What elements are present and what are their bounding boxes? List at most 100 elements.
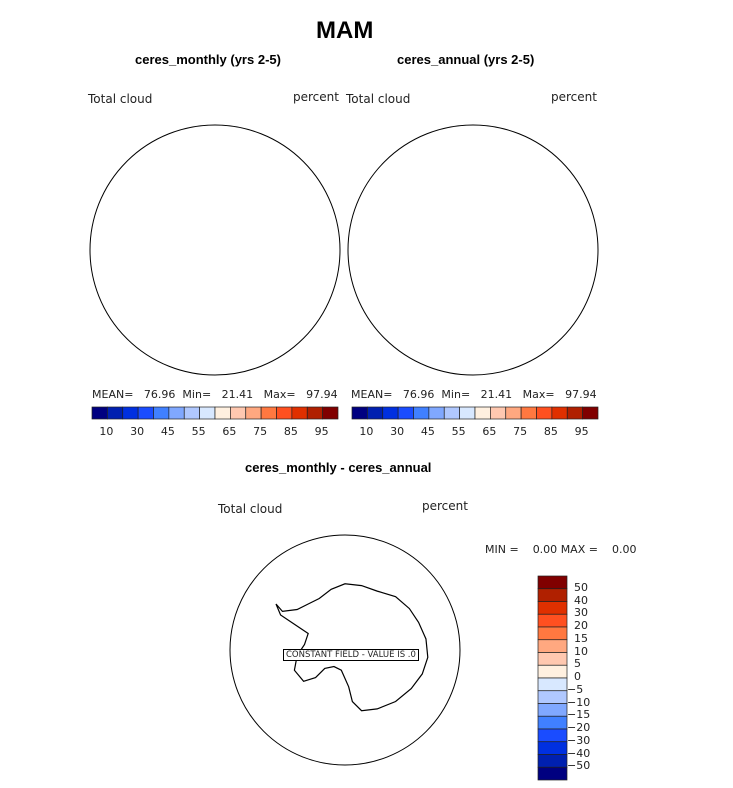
high-cloud-region: [503, 130, 568, 170]
colorbar-tick-label: 95: [314, 425, 329, 438]
mean-value: 76.96: [402, 388, 435, 401]
colorbar-bin: [91, 406, 108, 420]
colorbar-bin: [306, 406, 323, 420]
colorbar-tick-label: −50: [567, 759, 591, 773]
colorbar-bin: [537, 626, 568, 641]
low-cloud-region: [220, 217, 265, 270]
high-cloud-region: [461, 288, 475, 322]
colorbar-tick-label: 10: [359, 425, 374, 438]
lowest-cloud-region: [230, 226, 257, 260]
panel-1-map-border: [89, 124, 341, 376]
colorbar-bin: [537, 664, 568, 679]
continent-cloud-field: [140, 178, 305, 316]
coastal-cloud-band: [395, 175, 567, 319]
colorbar-bin: [474, 406, 491, 420]
colorbar-bin: [230, 406, 247, 420]
low-cloud-region: [210, 207, 276, 286]
mean-label: MEAN=: [92, 388, 134, 401]
colorbar-bin: [537, 703, 568, 717]
peninsula-cloud: [175, 259, 205, 277]
colorbar-bin: [428, 406, 445, 420]
colorbar-tick-label: 15: [574, 631, 588, 645]
colorbar-bin: [566, 406, 583, 420]
coastline: [398, 178, 563, 316]
panel-1-colorbar: [91, 406, 339, 420]
colorbar-tick-label: −5: [567, 682, 584, 696]
low-cloud-region: [428, 233, 458, 245]
low-cloud-region: [170, 233, 200, 245]
colorbar-bin: [551, 406, 568, 420]
coastal-cloud-band: [131, 169, 316, 324]
high-cloud-region: [363, 135, 483, 190]
diff-minmax: MIN = 0.00 MAX = 0.00: [485, 543, 636, 556]
panel-1-stats: MEAN= 76.96 Min= 21.41 Max= 97.94: [92, 388, 338, 401]
panel-2-subtitle: ceres_annual (yrs 2-5): [397, 52, 535, 67]
colorbar-bin: [537, 728, 568, 743]
colorbar-bin: [413, 406, 430, 420]
colorbar-bin: [537, 575, 568, 590]
colorbar-bin: [214, 406, 231, 420]
colorbar-bin: [276, 406, 293, 420]
coastline: [275, 583, 429, 712]
colorbar-bin: [351, 406, 368, 420]
colorbar-tick-label: 0: [574, 670, 581, 683]
coastal-cloud-band: [389, 169, 574, 324]
colorbar-bin: [443, 406, 460, 420]
low-cloud-region: [478, 217, 523, 270]
colorbar-tick-label: 85: [543, 425, 558, 438]
colorbar-bin: [245, 406, 262, 420]
min-label: Min=: [441, 388, 471, 401]
panel-2-stats: MEAN= 76.96 Min= 21.41 Max= 97.94: [351, 388, 597, 401]
colorbar-tick-label: 10: [99, 425, 114, 438]
mean-label: MEAN=: [351, 388, 393, 401]
panel-2-colorbar: [351, 406, 599, 420]
colorbar-bin: [537, 741, 568, 755]
colorbar-bin: [537, 690, 568, 704]
colorbar-tick-label: 50: [574, 580, 588, 594]
figure-title: MAM: [316, 17, 374, 44]
max-label: Max=: [522, 388, 555, 401]
colorbar-tick-label: 30: [390, 425, 405, 438]
colorbar-bin: [382, 406, 399, 420]
colorbar-bin: [537, 677, 568, 692]
colorbar-tick-label: 95: [574, 425, 589, 438]
panel-1-units: percent: [293, 90, 339, 104]
colorbar-tick-label: −10: [567, 695, 591, 709]
colorbar-tick-label: 85: [283, 425, 298, 438]
colorbar-bin: [537, 588, 568, 602]
colorbar-tick-label: 30: [130, 425, 145, 438]
colorbar-tick-label: 30: [574, 606, 588, 620]
max-value: 97.94: [565, 388, 597, 401]
min-value: 21.41: [221, 388, 254, 401]
colorbar-bin: [291, 406, 308, 420]
colorbar-tick-label: −30: [567, 733, 591, 747]
colorbar-bin: [537, 715, 568, 730]
colorbar-tick-label: 75: [513, 425, 528, 438]
continent-cloud-field: [398, 178, 563, 316]
constant-field-note: CONSTANT FIELD - VALUE IS .0: [283, 649, 419, 661]
colorbar-bin: [505, 406, 522, 420]
panel-2-units: percent: [551, 90, 597, 104]
panel-2-map: [343, 120, 603, 380]
diff-map-coastline: [275, 583, 429, 712]
max-value: 0.00: [611, 543, 637, 556]
colorbar-bin: [537, 639, 568, 653]
colorbar-bin: [367, 406, 384, 420]
diff-subtitle: ceres_monthly - ceres_annual: [245, 460, 432, 475]
colorbar-tick-label: 55: [191, 425, 206, 438]
panel-1-map: [95, 130, 345, 380]
colorbar-tick-label: 55: [451, 425, 466, 438]
colorbar-bin: [168, 406, 185, 420]
high-cloud-region: [203, 288, 217, 322]
diff-colorbar: [537, 575, 568, 781]
colorbar-bin: [459, 406, 476, 420]
colorbar-tick-label: 20: [574, 619, 588, 632]
high-cloud-region: [245, 130, 310, 170]
colorbar-tick-label: 65: [222, 425, 237, 438]
ocean-cloud-field: [305, 375, 345, 380]
colorbar-tick-label: 45: [160, 425, 175, 438]
colorbar-bin: [122, 406, 139, 420]
high-cloud-region: [95, 290, 175, 360]
